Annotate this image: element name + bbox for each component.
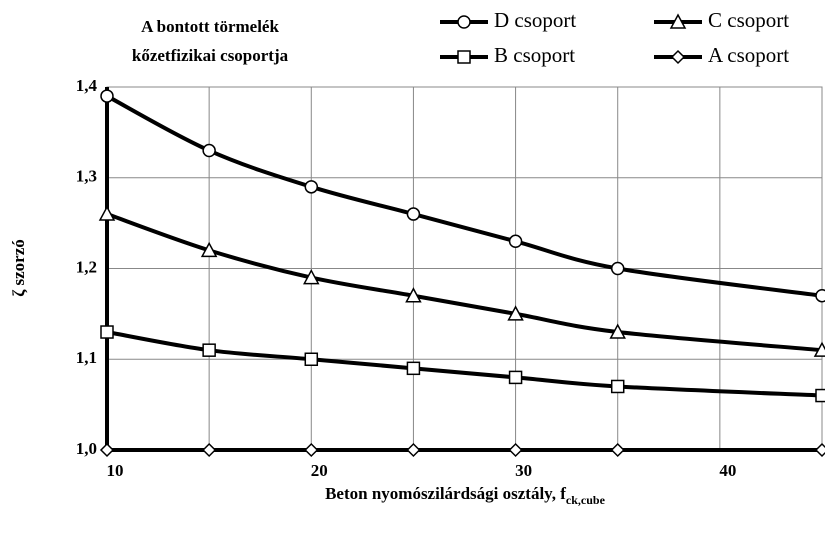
x-axis-label-sub: ck,cube: [566, 493, 606, 507]
marker: [98, 205, 116, 221]
marker: [815, 288, 825, 303]
legend-marker: [670, 49, 686, 65]
marker: [200, 241, 218, 258]
marker: [406, 207, 421, 221]
y-axis-label: ζ szorzó: [9, 239, 28, 297]
legend-marker: [669, 13, 687, 29]
marker: [202, 442, 217, 458]
marker: [304, 442, 319, 458]
marker: [100, 89, 114, 103]
x-tick-label: 20: [311, 461, 328, 480]
marker: [815, 388, 825, 403]
marker: [99, 442, 115, 458]
marker: [610, 261, 625, 276]
y-tick-label: 1,0: [76, 439, 97, 458]
marker: [406, 361, 421, 376]
x-tick-label: 30: [515, 461, 532, 480]
legend-marker: [457, 15, 471, 29]
marker: [507, 305, 524, 321]
chart-title: A bontott törmelék: [141, 17, 279, 36]
marker: [610, 442, 625, 458]
series-line: [106, 94, 823, 298]
marker: [405, 287, 422, 303]
marker: [304, 180, 319, 194]
marker: [100, 325, 114, 339]
legend-label: B csoport: [494, 43, 575, 67]
marker: [814, 442, 825, 458]
marker: [406, 442, 421, 458]
marker: [508, 234, 523, 249]
marker: [202, 343, 216, 357]
marker: [610, 379, 625, 394]
marker: [508, 370, 523, 385]
legend-label: C csoport: [708, 8, 789, 32]
x-tick-label: 40: [719, 461, 736, 480]
y-tick-label: 1,4: [76, 76, 98, 95]
x-axis-label-main: Beton nyomószilárdsági osztály, f: [325, 484, 566, 503]
marker: [202, 143, 216, 158]
marker: [304, 352, 319, 366]
legend-marker: [457, 50, 471, 64]
legend-label: D csoport: [494, 8, 576, 32]
marker: [813, 341, 825, 357]
y-tick-label: 1,1: [76, 348, 97, 367]
x-axis-label: Beton nyomószilárdsági osztály, fck,cube: [325, 484, 606, 507]
legend-label: A csoport: [708, 43, 789, 67]
chart-title: kőzetfizikai csoportja: [132, 46, 289, 65]
marker: [508, 442, 523, 458]
x-tick-label: 10: [107, 461, 124, 480]
y-tick-label: 1,2: [76, 257, 97, 276]
marker: [609, 323, 626, 339]
y-tick-label: 1,3: [76, 167, 97, 186]
marker: [303, 268, 320, 285]
